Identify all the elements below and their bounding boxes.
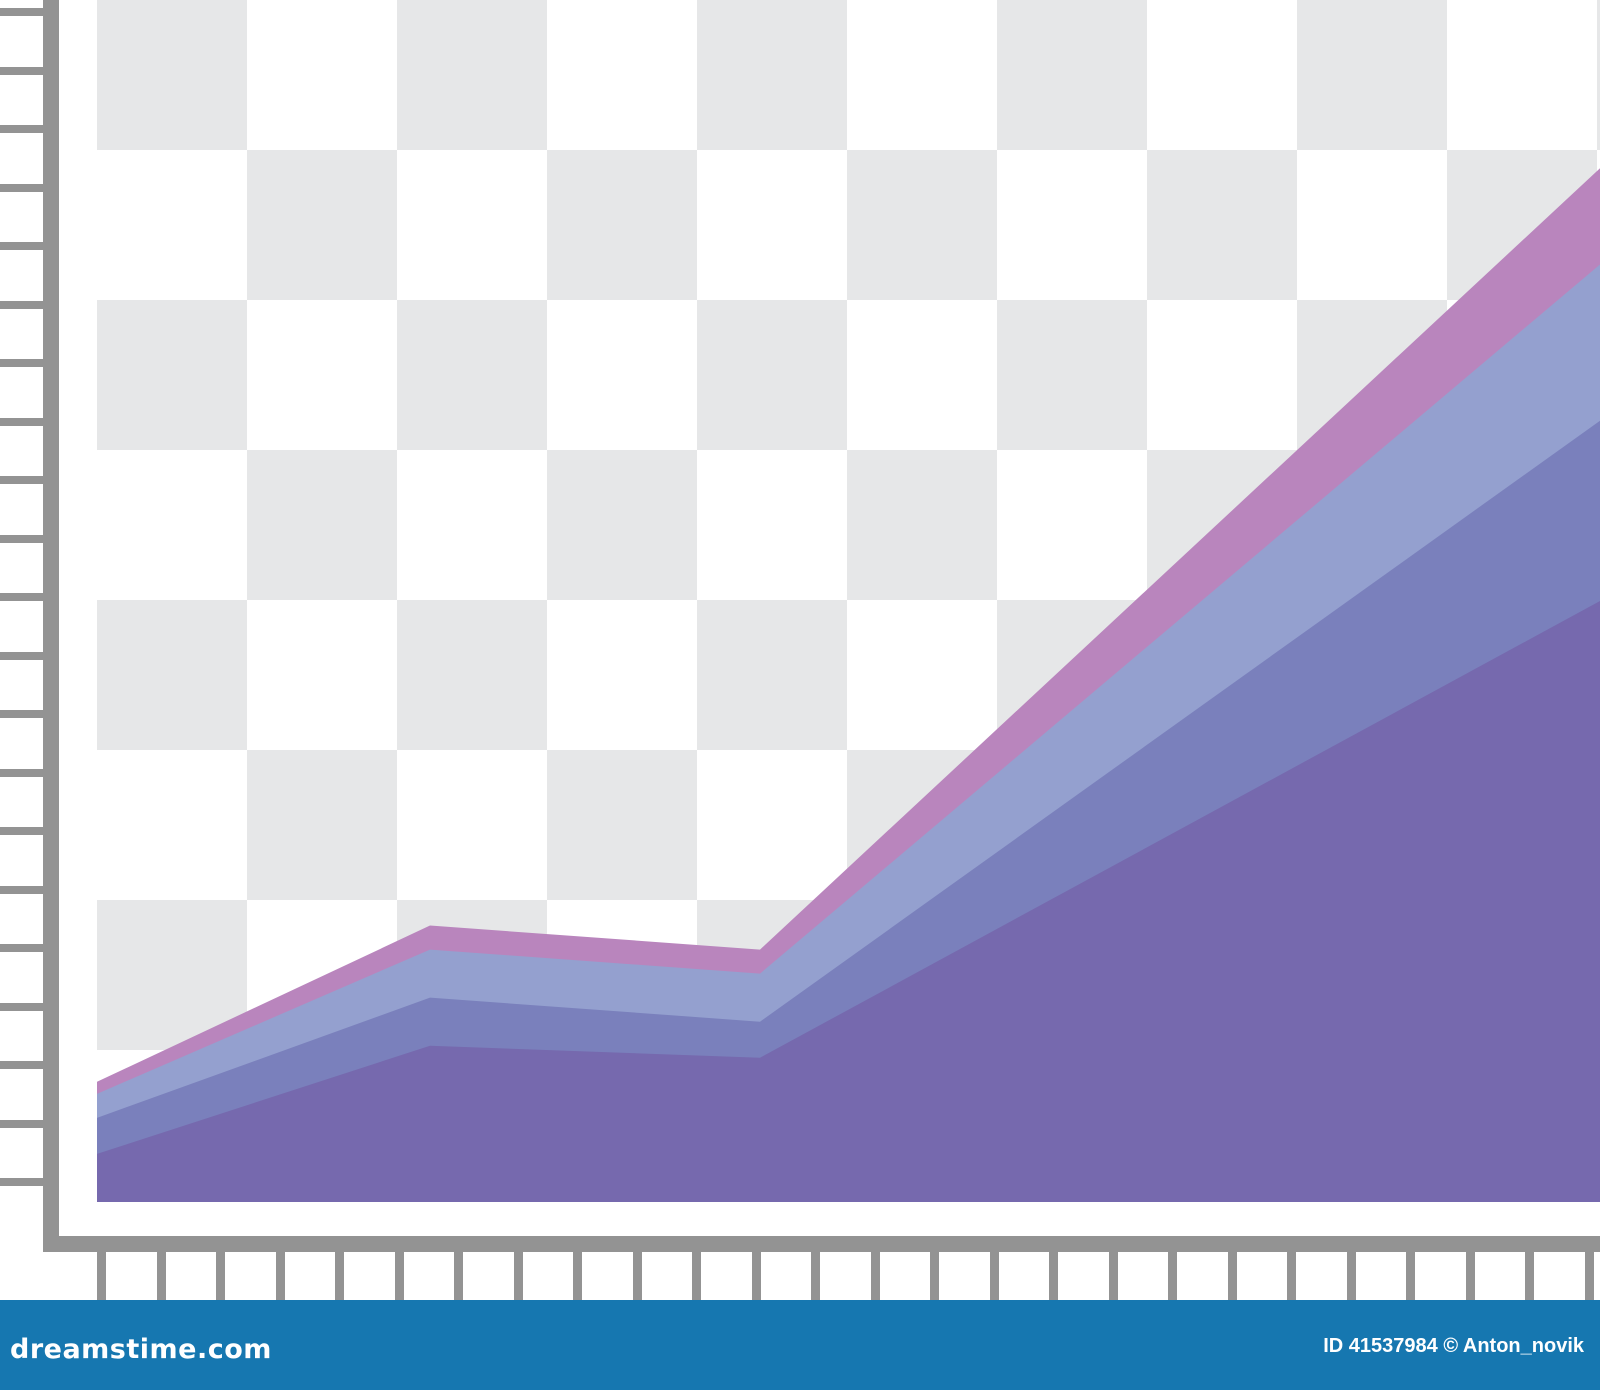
- x-axis-tick: [514, 1250, 523, 1300]
- y-axis-tick: [0, 535, 45, 543]
- x-axis-tick: [811, 1250, 820, 1300]
- y-axis-tick: [0, 827, 45, 835]
- grid-cell: [847, 150, 997, 300]
- x-axis-tick: [1049, 1250, 1058, 1300]
- x-axis-tick: [97, 1250, 106, 1300]
- grid-cell: [247, 750, 397, 900]
- axes: [0, 0, 1600, 1300]
- y-axis-tick: [0, 125, 45, 133]
- y-axis-tick: [0, 886, 45, 894]
- y-axis-tick: [0, 8, 45, 16]
- y-axis-tick: [0, 418, 45, 426]
- x-axis-tick: [1525, 1250, 1534, 1300]
- grid-cell: [397, 600, 547, 750]
- x-axis-tick: [930, 1250, 939, 1300]
- y-axis-tick: [0, 301, 45, 309]
- x-axis-tick: [157, 1250, 166, 1300]
- x-axis-tick: [573, 1250, 582, 1300]
- grid-cell: [1147, 150, 1297, 300]
- stacked-area-chart: [0, 0, 1600, 1300]
- x-axis-line: [43, 1236, 1600, 1252]
- x-axis-tick: [752, 1250, 761, 1300]
- y-axis-tick: [0, 769, 45, 777]
- area-series-1: [97, 601, 1600, 1202]
- x-axis-tick: [1109, 1250, 1118, 1300]
- y-axis-tick: [0, 944, 45, 952]
- y-axis-tick: [0, 1120, 45, 1128]
- grid-cell: [397, 300, 547, 450]
- grid-cell: [697, 0, 847, 150]
- x-axis-tick: [1287, 1250, 1296, 1300]
- footer-bar: dreamstime.com ID 41537984 © Anton_novik: [0, 1300, 1600, 1390]
- grid-cell: [997, 300, 1147, 450]
- x-axis-tick: [1585, 1250, 1594, 1300]
- y-axis-tick: [0, 184, 45, 192]
- x-axis-tick: [454, 1250, 463, 1300]
- y-axis-tick: [0, 652, 45, 660]
- y-axis-tick: [0, 1178, 45, 1186]
- x-axis-tick: [395, 1250, 404, 1300]
- y-axis-tick: [0, 242, 45, 250]
- grid-cell: [547, 450, 697, 600]
- grid-cell: [97, 600, 247, 750]
- image-credit: ID 41537984 © Anton_novik: [1323, 1335, 1584, 1357]
- x-axis-tick: [633, 1250, 642, 1300]
- grid-cell: [247, 150, 397, 300]
- x-axis-tick: [1168, 1250, 1177, 1300]
- y-axis-tick: [0, 1003, 45, 1011]
- x-axis-tick: [1347, 1250, 1356, 1300]
- grid-cell: [997, 0, 1147, 150]
- y-axis-tick: [0, 593, 45, 601]
- area-series-group: [97, 168, 1600, 1202]
- grid-cell: [1597, 0, 1600, 150]
- x-axis-tick: [276, 1250, 285, 1300]
- x-axis-tick: [1466, 1250, 1475, 1300]
- y-axis-tick: [0, 359, 45, 367]
- y-axis-tick: [0, 476, 45, 484]
- grid-cell: [1297, 0, 1447, 150]
- y-axis-line: [43, 0, 59, 1252]
- grid-cell: [97, 0, 247, 150]
- brand-logo-text: dreamstime.com: [10, 1334, 272, 1365]
- grid-cell: [847, 450, 997, 600]
- grid-cell: [247, 450, 397, 600]
- x-axis-tick: [871, 1250, 880, 1300]
- x-axis-tick: [216, 1250, 225, 1300]
- x-axis-tick: [990, 1250, 999, 1300]
- grid-cell: [397, 0, 547, 150]
- y-axis-tick: [0, 710, 45, 718]
- x-axis-tick: [1228, 1250, 1237, 1300]
- grid-cell: [547, 150, 697, 300]
- x-axis-tick: [335, 1250, 344, 1300]
- x-axis-tick: [692, 1250, 701, 1300]
- grid-cell: [697, 600, 847, 750]
- y-axis-tick: [0, 1061, 45, 1069]
- grid-cell: [547, 750, 697, 900]
- grid-cell: [697, 300, 847, 450]
- y-axis-tick: [0, 67, 45, 75]
- grid-cell: [97, 300, 247, 450]
- x-axis-tick: [1406, 1250, 1415, 1300]
